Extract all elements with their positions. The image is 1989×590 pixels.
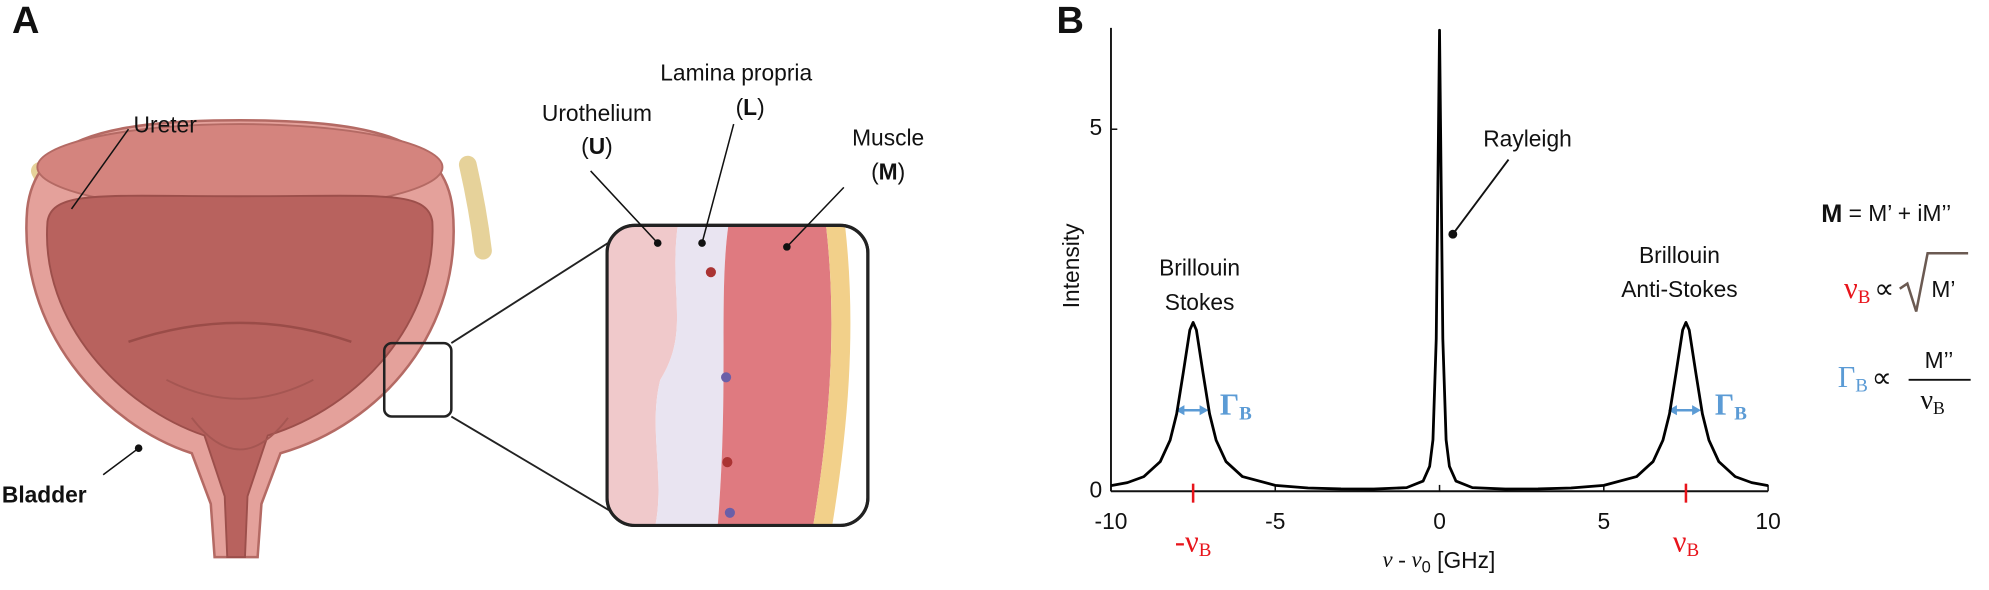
annotation: Brillouin bbox=[1159, 255, 1240, 281]
x-tick-label: -5 bbox=[1265, 508, 1285, 534]
label: Lamina propria bbox=[660, 60, 812, 86]
label: Urothelium bbox=[542, 100, 652, 126]
label: Muscle bbox=[852, 124, 924, 150]
equation: M’’ bbox=[1925, 347, 1954, 373]
x-tick-label: 5 bbox=[1597, 508, 1610, 534]
annotation: ΓB bbox=[1220, 388, 1252, 425]
panel-letter: A bbox=[12, 0, 39, 42]
equation: νB bbox=[1920, 385, 1944, 418]
x-tick-label: 0 bbox=[1433, 508, 1446, 534]
x-axis-label: ν - ν0 [GHz] bbox=[1382, 547, 1495, 577]
label: (U) bbox=[581, 133, 613, 159]
equation: νB ∝ bbox=[1844, 271, 1894, 308]
equation: ΓB ∝ bbox=[1838, 360, 1892, 397]
marker-label: -νB bbox=[1175, 524, 1212, 561]
annotation-dot bbox=[1448, 229, 1458, 239]
equation: M = M’ + iM’’ bbox=[1821, 200, 1951, 228]
label: (L) bbox=[736, 94, 765, 120]
y-tick-label: 0 bbox=[1089, 476, 1102, 502]
label: (M) bbox=[871, 158, 905, 184]
y-tick-label: 5 bbox=[1089, 114, 1102, 140]
marker-label: νB bbox=[1673, 524, 1699, 561]
x-tick-label: 10 bbox=[1755, 508, 1780, 534]
y-axis-label: Intensity bbox=[1058, 223, 1084, 308]
spectrum-line bbox=[1110, 28, 1769, 491]
annotation: ΓB bbox=[1715, 388, 1747, 425]
panel-letter: B bbox=[1057, 0, 1084, 42]
bladder-illustration bbox=[25, 119, 870, 559]
label: Bladder bbox=[2, 481, 87, 507]
equation: M’ bbox=[1931, 276, 1955, 302]
marker-label-main: -ν bbox=[1175, 524, 1199, 558]
label: Ureter bbox=[134, 112, 198, 138]
annotation: Stokes bbox=[1165, 289, 1235, 315]
x-tick-label: -10 bbox=[1095, 508, 1128, 534]
marker-label-main: ν bbox=[1673, 524, 1687, 558]
marker-label-sub: B bbox=[1686, 540, 1699, 561]
annotation: Brillouin bbox=[1639, 242, 1720, 268]
sqrt-sign bbox=[1899, 251, 1969, 312]
width-arrows bbox=[1175, 405, 1701, 416]
annotation: Rayleigh bbox=[1483, 126, 1572, 152]
marker-label-sub: B bbox=[1199, 540, 1212, 561]
annotation: Anti-Stokes bbox=[1621, 276, 1737, 302]
